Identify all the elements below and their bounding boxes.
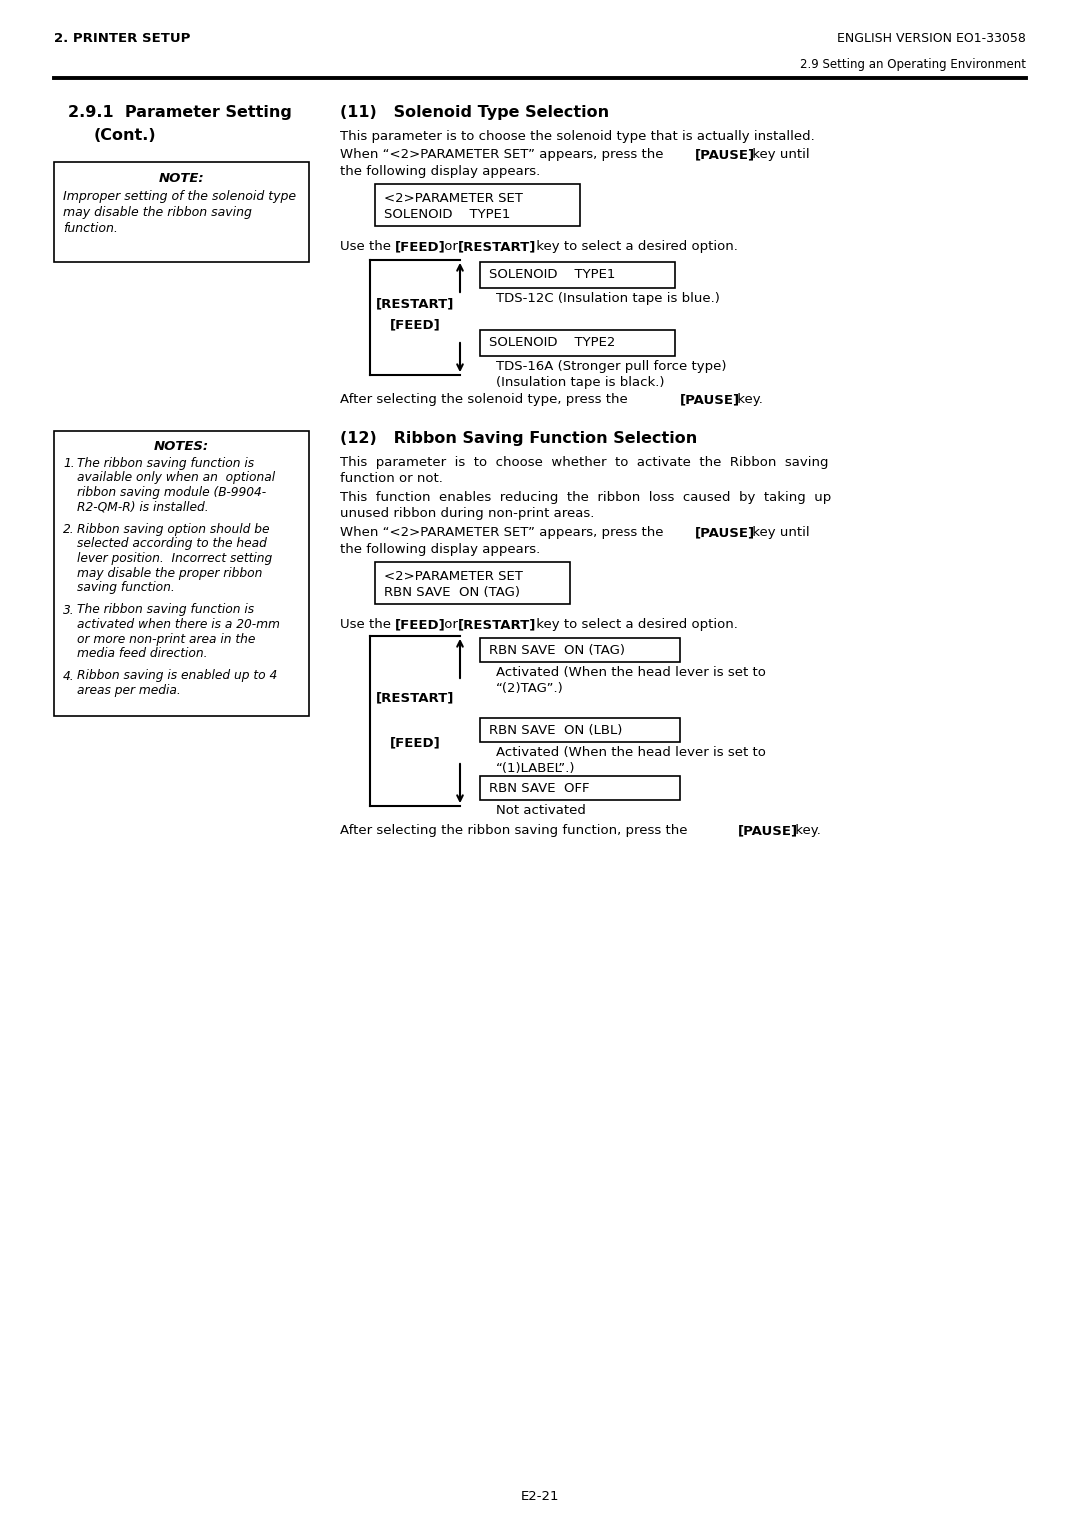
Text: selected according to the head: selected according to the head bbox=[77, 538, 267, 550]
Text: available only when an  optional: available only when an optional bbox=[77, 472, 275, 484]
Text: 2.9 Setting an Operating Environment: 2.9 Setting an Operating Environment bbox=[800, 58, 1026, 70]
Text: R2-QM-R) is installed.: R2-QM-R) is installed. bbox=[77, 501, 208, 513]
Text: Use the: Use the bbox=[340, 240, 395, 254]
Text: <2>PARAMETER SET: <2>PARAMETER SET bbox=[384, 570, 523, 584]
Text: This  parameter  is  to  choose  whether  to  activate  the  Ribbon  saving: This parameter is to choose whether to a… bbox=[340, 455, 828, 469]
Bar bbox=[480, 718, 680, 743]
Bar bbox=[480, 261, 675, 287]
Text: key.: key. bbox=[733, 393, 762, 406]
Text: 1.: 1. bbox=[63, 457, 75, 471]
Text: When “<2>PARAMETER SET” appears, press the: When “<2>PARAMETER SET” appears, press t… bbox=[340, 526, 667, 539]
Text: ribbon saving module (B-9904-: ribbon saving module (B-9904- bbox=[77, 486, 266, 500]
Text: [RESTART]: [RESTART] bbox=[376, 296, 455, 310]
Text: ENGLISH VERSION EO1-33058: ENGLISH VERSION EO1-33058 bbox=[837, 32, 1026, 44]
Bar bbox=[480, 330, 675, 356]
Text: Activated (When the head lever is set to: Activated (When the head lever is set to bbox=[496, 666, 766, 678]
Bar bbox=[54, 431, 309, 717]
Text: “(1)LABEL”.): “(1)LABEL”.) bbox=[496, 762, 576, 775]
Text: function or not.: function or not. bbox=[340, 472, 443, 484]
Text: After selecting the ribbon saving function, press the: After selecting the ribbon saving functi… bbox=[340, 824, 692, 837]
Text: the following display appears.: the following display appears. bbox=[340, 542, 540, 556]
Text: TDS-12C (Insulation tape is blue.): TDS-12C (Insulation tape is blue.) bbox=[496, 292, 720, 306]
Text: [FEED]: [FEED] bbox=[395, 240, 446, 254]
Text: “(2)TAG”.): “(2)TAG”.) bbox=[496, 681, 564, 695]
Bar bbox=[480, 776, 680, 801]
Text: <2>PARAMETER SET: <2>PARAMETER SET bbox=[384, 193, 523, 205]
Text: key to select a desired option.: key to select a desired option. bbox=[532, 617, 738, 631]
Text: function.: function. bbox=[63, 222, 118, 235]
Text: unused ribbon during non-print areas.: unused ribbon during non-print areas. bbox=[340, 507, 594, 520]
Text: (12)   Ribbon Saving Function Selection: (12) Ribbon Saving Function Selection bbox=[340, 431, 698, 446]
Text: SOLENOID    TYPE2: SOLENOID TYPE2 bbox=[489, 336, 616, 348]
Text: This  function  enables  reducing  the  ribbon  loss  caused  by  taking  up: This function enables reducing the ribbo… bbox=[340, 490, 832, 504]
Text: SOLENOID    TYPE1: SOLENOID TYPE1 bbox=[384, 208, 511, 222]
Text: 2.9.1  Parameter Setting: 2.9.1 Parameter Setting bbox=[68, 105, 292, 121]
Text: SOLENOID    TYPE1: SOLENOID TYPE1 bbox=[489, 267, 616, 281]
Text: or: or bbox=[440, 240, 462, 254]
Text: RBN SAVE  ON (LBL): RBN SAVE ON (LBL) bbox=[489, 724, 622, 736]
Text: activated when there is a 20-mm: activated when there is a 20-mm bbox=[77, 617, 280, 631]
Text: The ribbon saving function is: The ribbon saving function is bbox=[77, 457, 254, 471]
Text: Activated (When the head lever is set to: Activated (When the head lever is set to bbox=[496, 746, 766, 759]
Text: The ribbon saving function is: The ribbon saving function is bbox=[77, 604, 254, 616]
Text: key to select a desired option.: key to select a desired option. bbox=[532, 240, 738, 254]
Text: key until: key until bbox=[748, 148, 810, 160]
Text: saving function.: saving function. bbox=[77, 581, 175, 594]
Text: (Insulation tape is black.): (Insulation tape is black.) bbox=[496, 376, 664, 390]
Text: may disable the ribbon saving: may disable the ribbon saving bbox=[63, 206, 252, 219]
Text: NOTE:: NOTE: bbox=[159, 173, 204, 185]
Bar bbox=[54, 162, 309, 261]
Text: or more non-print area in the: or more non-print area in the bbox=[77, 633, 255, 645]
Text: 2. PRINTER SETUP: 2. PRINTER SETUP bbox=[54, 32, 190, 44]
Text: [FEED]: [FEED] bbox=[390, 318, 441, 332]
Text: [PAUSE]: [PAUSE] bbox=[696, 148, 755, 160]
Text: Use the: Use the bbox=[340, 617, 395, 631]
Text: [RESTART]: [RESTART] bbox=[458, 617, 537, 631]
Text: [PAUSE]: [PAUSE] bbox=[680, 393, 740, 406]
Text: This parameter is to choose the solenoid type that is actually installed.: This parameter is to choose the solenoid… bbox=[340, 130, 814, 144]
Text: When “<2>PARAMETER SET” appears, press the: When “<2>PARAMETER SET” appears, press t… bbox=[340, 148, 667, 160]
Text: Improper setting of the solenoid type: Improper setting of the solenoid type bbox=[63, 189, 296, 203]
Bar bbox=[480, 639, 680, 662]
Text: After selecting the solenoid type, press the: After selecting the solenoid type, press… bbox=[340, 393, 632, 406]
Text: E2-21: E2-21 bbox=[521, 1490, 559, 1504]
Text: [RESTART]: [RESTART] bbox=[376, 691, 455, 704]
Text: NOTES:: NOTES: bbox=[154, 440, 210, 452]
Text: or: or bbox=[440, 617, 462, 631]
Text: 3.: 3. bbox=[63, 604, 75, 616]
Text: TDS-16A (Stronger pull force type): TDS-16A (Stronger pull force type) bbox=[496, 361, 727, 373]
Text: the following display appears.: the following display appears. bbox=[340, 165, 540, 177]
Text: (11)   Solenoid Type Selection: (11) Solenoid Type Selection bbox=[340, 105, 609, 121]
Text: RBN SAVE  ON (TAG): RBN SAVE ON (TAG) bbox=[384, 587, 519, 599]
Text: key.: key. bbox=[791, 824, 821, 837]
Bar bbox=[375, 183, 580, 226]
Text: 4.: 4. bbox=[63, 669, 75, 683]
Text: lever position.  Incorrect setting: lever position. Incorrect setting bbox=[77, 552, 272, 565]
Text: [FEED]: [FEED] bbox=[390, 736, 441, 749]
Text: 2.: 2. bbox=[63, 523, 75, 536]
Text: [RESTART]: [RESTART] bbox=[458, 240, 537, 254]
Text: RBN SAVE  OFF: RBN SAVE OFF bbox=[489, 782, 590, 795]
Text: Ribbon saving is enabled up to 4: Ribbon saving is enabled up to 4 bbox=[77, 669, 278, 683]
Text: key until: key until bbox=[748, 526, 810, 539]
Bar bbox=[375, 562, 570, 604]
Text: Ribbon saving option should be: Ribbon saving option should be bbox=[77, 523, 270, 536]
Text: areas per media.: areas per media. bbox=[77, 685, 180, 697]
Text: [FEED]: [FEED] bbox=[395, 617, 446, 631]
Text: [PAUSE]: [PAUSE] bbox=[738, 824, 798, 837]
Text: media feed direction.: media feed direction. bbox=[77, 646, 207, 660]
Text: RBN SAVE  ON (TAG): RBN SAVE ON (TAG) bbox=[489, 643, 625, 657]
Text: (Cont.): (Cont.) bbox=[94, 128, 157, 144]
Text: [PAUSE]: [PAUSE] bbox=[696, 526, 755, 539]
Text: Not activated: Not activated bbox=[496, 804, 585, 817]
Text: may disable the proper ribbon: may disable the proper ribbon bbox=[77, 567, 262, 579]
